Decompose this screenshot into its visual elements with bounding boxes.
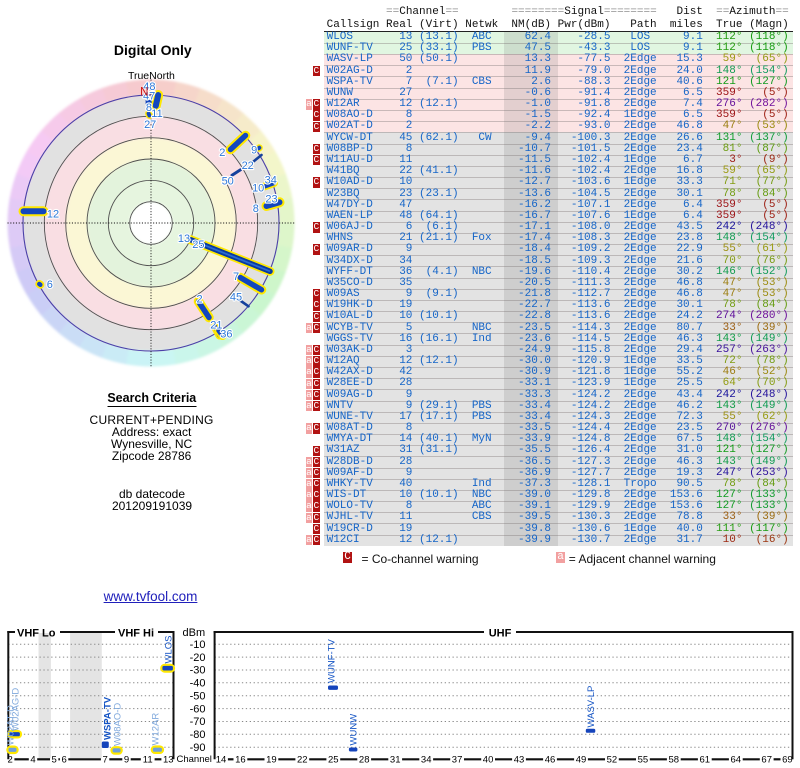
svg-text:WSPA-TV: WSPA-TV [103,696,114,740]
svg-text:9: 9 [251,145,257,157]
svg-text:11: 11 [143,754,153,765]
svg-text:WUNW: WUNW [349,714,360,746]
svg-text:-60: -60 [190,703,206,715]
svg-text:50: 50 [222,176,234,188]
svg-text:-10: -10 [190,639,206,651]
svg-text:40: 40 [483,754,494,765]
svg-text:8: 8 [146,102,152,114]
svg-text:49: 49 [576,754,587,765]
svg-text:16: 16 [235,754,246,765]
svg-text:12: 12 [47,208,59,220]
svg-text:7: 7 [233,271,239,283]
svg-text:22: 22 [242,160,254,172]
svg-text:11: 11 [151,108,162,120]
svg-text:-40: -40 [190,678,206,690]
svg-text:VHF Hi: VHF Hi [118,628,154,640]
svg-text:-90: -90 [190,742,206,754]
svg-text:Channel: Channel [177,754,212,765]
svg-text:34: 34 [421,754,432,765]
svg-text:2: 2 [219,147,225,159]
svg-text:W02AG-D: W02AG-D [11,688,22,731]
svg-text:46: 46 [545,754,556,765]
svg-text:36: 36 [220,329,232,341]
svg-text:-80: -80 [190,729,206,741]
svg-text:dBm: dBm [183,627,206,639]
svg-text:25: 25 [192,239,204,251]
svg-text:W08AO-D: W08AO-D [113,703,124,746]
svg-text:W02AT-D: W02AT-D [6,705,17,746]
svg-text:19: 19 [266,754,277,765]
svg-text:25: 25 [328,754,339,765]
svg-text:67: 67 [761,754,772,765]
svg-text:-30: -30 [190,665,206,677]
svg-text:61: 61 [700,754,711,765]
svg-text:VHF Lo: VHF Lo [17,628,56,640]
svg-text:WASV-LP: WASV-LP [586,686,597,728]
svg-text:7: 7 [102,754,107,765]
svg-text:43: 43 [514,754,525,765]
svg-text:5: 5 [52,754,57,765]
svg-text:23: 23 [265,193,277,205]
svg-text:13: 13 [163,754,174,765]
svg-text:-70: -70 [190,716,206,728]
svg-text:6: 6 [47,279,53,291]
svg-text:6: 6 [61,754,66,765]
svg-text:64: 64 [731,754,742,765]
svg-text:4: 4 [30,754,35,765]
svg-text:47: 47 [143,91,155,103]
svg-text:9: 9 [124,754,129,765]
svg-text:37: 37 [452,754,463,765]
svg-text:-50: -50 [190,690,206,702]
svg-text:14: 14 [216,754,227,765]
svg-text:45: 45 [230,291,242,303]
svg-text:W12AR: W12AR [151,713,162,746]
svg-text:28: 28 [359,754,370,765]
svg-text:2: 2 [197,294,203,306]
svg-text:WLOS: WLOS [164,636,175,664]
svg-text:58: 58 [669,754,680,765]
svg-text:13: 13 [178,233,190,245]
svg-text:69: 69 [782,754,793,765]
svg-text:34: 34 [265,175,277,187]
svg-text:N: N [140,86,148,98]
svg-text:2: 2 [8,754,13,765]
svg-text:10: 10 [252,182,264,194]
svg-text:-20: -20 [190,652,206,664]
svg-text:21: 21 [210,320,222,332]
svg-text:55: 55 [638,754,649,765]
svg-text:UHF: UHF [489,628,512,640]
svg-text:22: 22 [297,754,308,765]
svg-text:52: 52 [607,754,618,765]
svg-text:8: 8 [253,203,259,215]
svg-text:31: 31 [390,754,401,765]
svg-text:27: 27 [144,119,156,131]
svg-text:48: 48 [143,81,155,93]
svg-text:WUNF-TV: WUNF-TV [327,639,338,683]
